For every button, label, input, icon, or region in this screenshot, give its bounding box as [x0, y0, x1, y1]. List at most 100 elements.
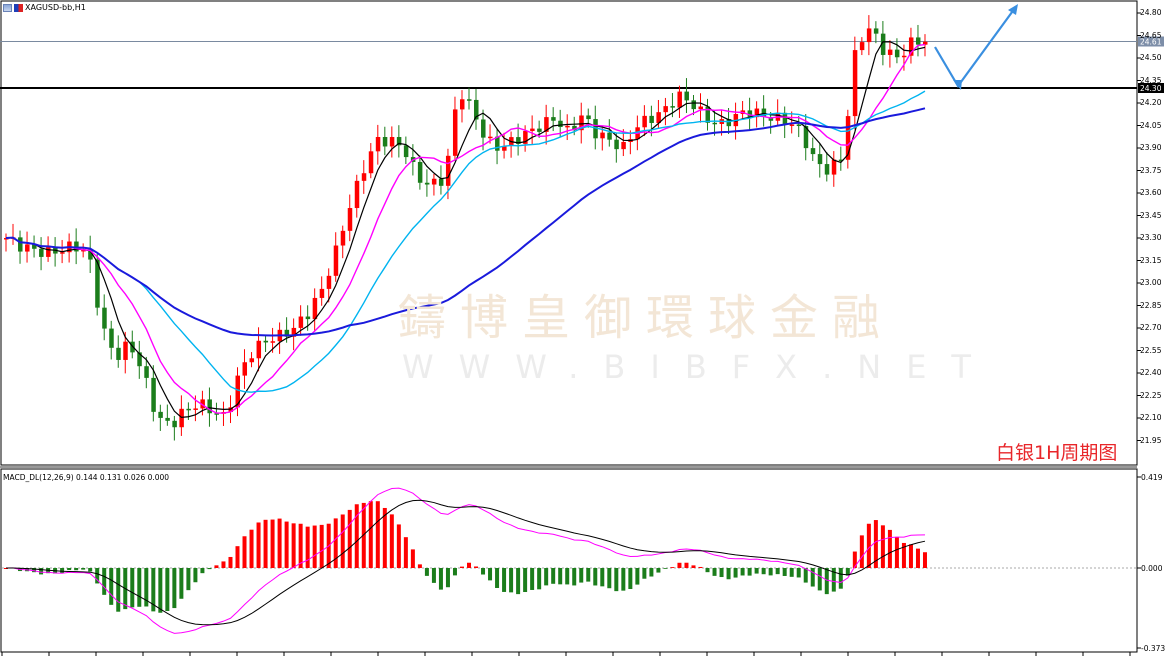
- candle: [530, 128, 535, 131]
- price-tick: 22.55: [1140, 345, 1162, 355]
- candle: [172, 420, 177, 428]
- candle: [782, 112, 788, 125]
- macd-indicator-label: MACD_DL(12,26,9) 0.144 0.131 0.026 0.000: [3, 473, 170, 482]
- macd-histogram-bar: [593, 568, 598, 586]
- macd-histogram-bar: [263, 519, 268, 568]
- macd-histogram-bar: [719, 568, 724, 578]
- candle: [691, 100, 696, 110]
- arrow-head-icon: [1008, 4, 1018, 15]
- macd-histogram-bar: [382, 507, 387, 568]
- current-price-tag: [1138, 36, 1164, 47]
- candle: [488, 136, 493, 139]
- candle: [256, 340, 262, 359]
- macd-histogram-bar: [396, 524, 401, 568]
- macd-histogram-bar: [305, 526, 310, 568]
- candle: [60, 252, 65, 254]
- candle: [305, 316, 311, 320]
- macd-histogram-bar: [88, 568, 93, 572]
- macd-histogram-bar: [221, 561, 226, 568]
- macd-histogram-bar: [452, 568, 457, 576]
- macd-histogram-bar: [873, 520, 878, 568]
- macd-histogram-bar: [663, 568, 668, 569]
- candle: [831, 159, 837, 175]
- macd-histogram-bar: [4, 568, 8, 569]
- macd-histogram-bar: [67, 568, 72, 571]
- macd-histogram-bar: [375, 501, 380, 568]
- candle: [326, 275, 332, 289]
- macd-histogram-bar: [270, 519, 275, 568]
- macd-histogram-bar: [740, 568, 745, 576]
- macd-histogram-bar: [845, 568, 850, 576]
- macd-histogram-bar: [516, 568, 521, 595]
- candle: [761, 108, 767, 117]
- candle: [908, 37, 914, 56]
- candle: [593, 119, 598, 139]
- macd-histogram-bar: [824, 568, 829, 595]
- price-tick: 24.50: [1140, 53, 1162, 62]
- candle: [151, 377, 156, 412]
- candle: [502, 146, 507, 151]
- candle: [109, 328, 114, 348]
- macd-histogram-bar: [200, 568, 205, 574]
- candle: [712, 122, 718, 125]
- watermark-chinese: 鑄博皇御環球金融: [398, 290, 895, 346]
- macd-histogram-bar: [354, 504, 359, 568]
- macd-histogram-bar: [151, 568, 156, 612]
- ma-mid-line: [5, 43, 926, 414]
- candlestick-icon: [14, 3, 23, 12]
- candle: [481, 119, 486, 138]
- price-tick: 24.05: [1140, 120, 1162, 130]
- candle: [789, 124, 795, 126]
- candle: [340, 230, 346, 246]
- macd-histogram-bar: [179, 568, 184, 599]
- macd-histogram-bar: [130, 568, 135, 608]
- candle: [649, 115, 654, 123]
- candle: [95, 259, 100, 308]
- macd-histogram-bar: [495, 568, 500, 588]
- macd-histogram-bar: [144, 568, 149, 607]
- candle: [663, 106, 668, 113]
- candle: [768, 116, 774, 121]
- candle: [116, 347, 121, 360]
- price-tick: 24.80: [1140, 8, 1162, 17]
- macd-histogram-bar: [852, 551, 857, 568]
- candle: [614, 139, 619, 150]
- candle: [214, 413, 219, 415]
- candle: [291, 327, 297, 337]
- macd-histogram-bar: [193, 568, 198, 583]
- candle: [754, 108, 760, 118]
- price-tick: 23.75: [1140, 165, 1162, 175]
- candle: [495, 136, 500, 151]
- candle: [74, 241, 79, 252]
- macd-histogram-bar: [901, 542, 906, 568]
- candle: [88, 249, 93, 260]
- macd-histogram-bar: [207, 568, 212, 570]
- candle: [523, 130, 528, 144]
- signal-line: [5, 499, 926, 626]
- candle: [46, 247, 51, 257]
- macd-histogram-bar: [537, 568, 542, 590]
- macd-histogram-bar: [670, 567, 675, 568]
- macd-histogram-bar: [502, 568, 507, 592]
- candle: [144, 366, 149, 378]
- macd-histogram-bar: [459, 566, 464, 568]
- candle: [424, 182, 430, 185]
- macd-histogram-bar: [347, 509, 352, 568]
- macd-histogram-bar: [481, 568, 486, 575]
- chart-title-bar: XAGUSD-bb,H1: [3, 3, 86, 12]
- candle: [880, 33, 886, 55]
- candle: [803, 126, 809, 149]
- macd-histogram-bar: [340, 514, 345, 568]
- macd-histogram-bar: [831, 568, 836, 592]
- macd-histogram-bar: [768, 568, 773, 576]
- macd-histogram-bar: [642, 568, 647, 579]
- macd-line: [5, 487, 925, 634]
- price-tick: 24.65: [1140, 30, 1162, 40]
- macd-histogram-bar: [389, 514, 394, 568]
- macd-histogram-bar: [915, 548, 920, 568]
- ma-slow-line: [5, 90, 926, 393]
- candle: [845, 116, 851, 160]
- macd-histogram-bar: [754, 568, 759, 574]
- macd-histogram-bar: [116, 568, 121, 612]
